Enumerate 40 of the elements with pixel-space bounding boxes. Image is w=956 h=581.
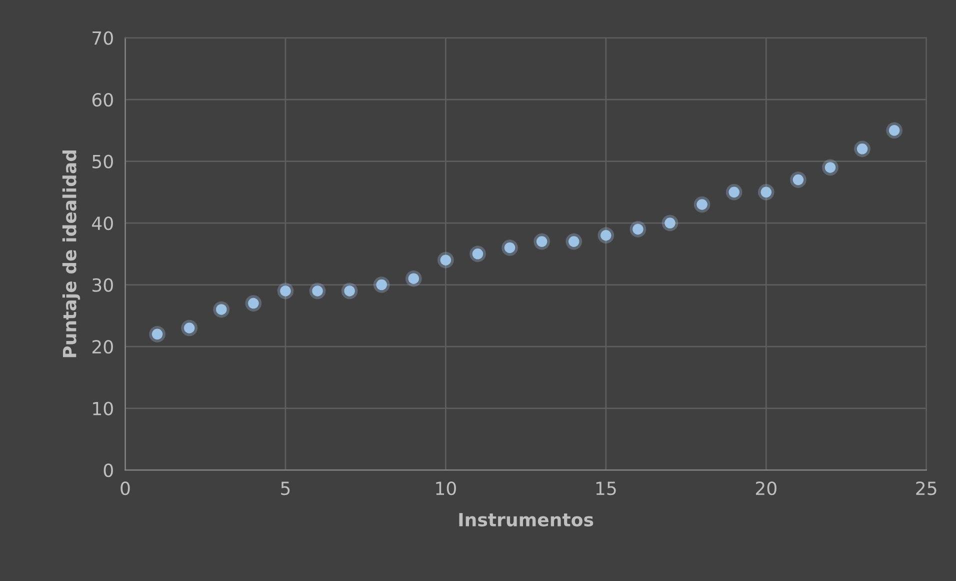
- point: [181, 320, 198, 336]
- point: [886, 122, 902, 139]
- point: [534, 233, 550, 250]
- point: [277, 282, 294, 300]
- point: [341, 282, 358, 300]
- y-tick-label: 10: [93, 402, 113, 416]
- point: [470, 246, 486, 262]
- point: [694, 196, 710, 213]
- point: [405, 270, 422, 287]
- point: [149, 326, 166, 342]
- point: [373, 276, 390, 293]
- x-tick-label: 20: [756, 481, 776, 496]
- y-axis-title: Puntaje de idealidad: [62, 150, 80, 358]
- point: [309, 282, 326, 300]
- x-tick-label: 15: [596, 482, 616, 496]
- point: [790, 172, 806, 188]
- point: [822, 159, 838, 176]
- x-tick-label: 5: [281, 482, 290, 496]
- y-tick-label: 60: [92, 92, 113, 107]
- point: [758, 184, 774, 200]
- point: [630, 221, 646, 238]
- point: [566, 233, 582, 250]
- point: [245, 295, 262, 312]
- x-axis-title: Instrumentos: [459, 513, 594, 526]
- point: [854, 140, 870, 158]
- x-tick-label: 10: [436, 481, 456, 496]
- y-tick-label: 70: [92, 31, 113, 45]
- y-tick-label: 20: [92, 340, 113, 354]
- point: [213, 301, 230, 318]
- x-tick-label: 25: [916, 481, 936, 496]
- y-tick-label: 50: [92, 154, 113, 168]
- y-tick-label: 0: [104, 463, 113, 478]
- point: [726, 184, 742, 200]
- point: [662, 214, 678, 232]
- point: [438, 252, 454, 268]
- point: [502, 240, 518, 256]
- y-tick-label: 30: [92, 278, 113, 292]
- y-tick-label: 40: [92, 216, 113, 230]
- point: [598, 227, 614, 244]
- x-tick-label: 0: [120, 481, 130, 496]
